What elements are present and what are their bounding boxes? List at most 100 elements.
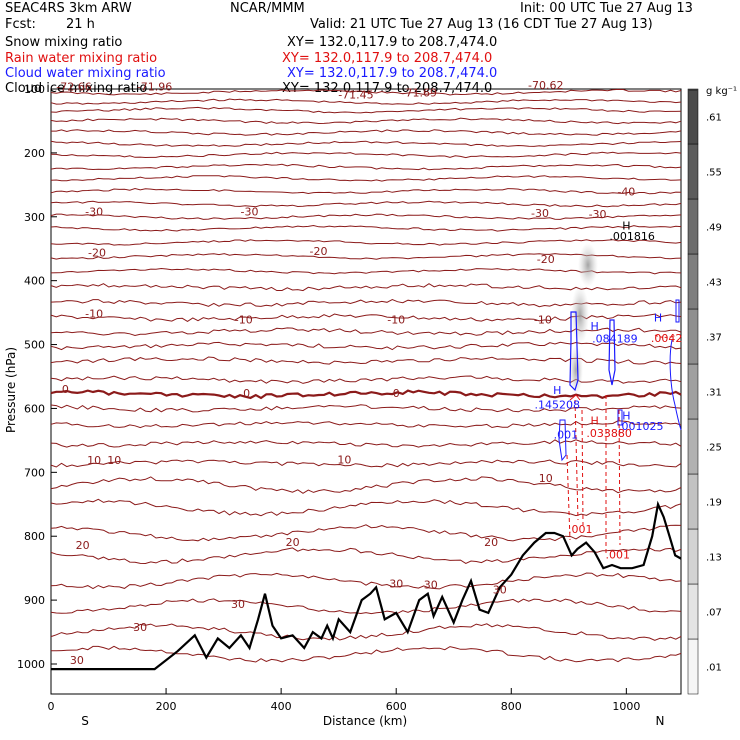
temperature-contour (51, 129, 682, 136)
temperature-contour (50, 341, 682, 351)
cloud-water-contour (608, 319, 616, 386)
temperature-label: 30 (493, 584, 507, 597)
temperature-label: 10 (87, 454, 101, 467)
temperature-label: -20 (88, 246, 106, 259)
temperature-label: -20 (310, 245, 328, 258)
temperature-label: 30 (424, 579, 438, 592)
temperature-label: 0 (393, 387, 400, 400)
cloud-water-contour (617, 409, 623, 426)
rain-label: .001 (568, 523, 593, 536)
cloud-water-contour (669, 339, 682, 431)
y-axis-title: Pressure (hPa) (4, 347, 18, 433)
colorbar-swatch (687, 88, 699, 145)
temperature-contour (50, 224, 682, 232)
cloud-ice-label: H (622, 220, 630, 233)
temperature-contour (50, 98, 682, 105)
y-tick-label: 100 (24, 83, 45, 96)
temperature-contour (50, 459, 682, 468)
cloud-water-label: .084189 (592, 333, 638, 346)
temperature-label: -70.62 (528, 79, 563, 92)
rain-contour (569, 394, 581, 401)
cloud-water-contour (569, 311, 579, 392)
contour-labels: -72.66 -71.96 -71.45 -71.69 -70.62 -40 -30 -30 -… (56, 79, 682, 667)
valid-time: Valid: 21 UTC Tue 27 Aug 13 (16 CDT Tue … (310, 17, 653, 32)
temperature-label: -10 (235, 313, 253, 326)
colorbar-tick-label: .55 (706, 168, 722, 179)
temperature-contour (50, 88, 682, 96)
terrain-profile (51, 500, 682, 671)
temperature-contour (50, 151, 682, 159)
temperature-contour (50, 267, 682, 275)
temperature-contour (50, 375, 682, 384)
cloud-water-contours (558, 299, 682, 462)
temperature-label: 0 (62, 383, 69, 396)
colorbar-tick-label: .61 (706, 113, 722, 124)
colorbar-swatch (687, 528, 699, 585)
temperature-label: 10 (337, 453, 351, 466)
temperature-label: -40 (617, 186, 635, 199)
temperature-contour (50, 498, 682, 517)
temperature-label: 20 (76, 539, 90, 552)
x-tick-label: 800 (501, 700, 522, 713)
temperature-label: 10 (107, 454, 121, 467)
temperature-label: -71.45 (338, 89, 373, 102)
cloud-ice-label: .001816 (609, 230, 655, 243)
plot-area (50, 88, 682, 695)
colorbar-swatch (687, 253, 699, 310)
snow-plume (569, 345, 583, 395)
colorbar-tick-label: .13 (706, 553, 722, 564)
temperature-contour (50, 213, 682, 220)
y-tick-label: 600 (24, 402, 45, 415)
terrain-line (51, 500, 682, 671)
temperature-contour (50, 253, 682, 260)
organization: NCAR/MMM (230, 1, 305, 16)
colorbar-tick-label: .43 (706, 278, 722, 289)
colorbar-tick-label: .49 (706, 223, 722, 234)
temperature-label: 30 (389, 577, 403, 590)
field-xy-rain: XY= 132.0,117.9 to 208.7,474.0 (282, 51, 493, 66)
temperature-contour (50, 404, 682, 413)
colorbar-tick-label: .01 (706, 663, 722, 674)
temperature-contour (50, 572, 682, 590)
colorbar-swatch (687, 638, 699, 695)
temperature-label: -10 (387, 313, 405, 326)
rain-label: .0042 (651, 332, 683, 345)
temperature-contour (50, 163, 682, 171)
init-time: Init: 00 UTC Tue 27 Aug 13 (520, 1, 693, 16)
x-tick-label: 600 (386, 700, 407, 713)
temperature-label: -30 (85, 206, 103, 219)
colorbar-cap (688, 89, 698, 91)
temperature-contour (51, 645, 682, 663)
temperature-label: -71.69 (401, 87, 436, 100)
x-axis: 0 200 400 600 800 1000 (48, 688, 640, 713)
temperature-contour (50, 598, 682, 615)
cloud-water-contour (558, 419, 567, 462)
snow-plume (578, 243, 598, 287)
temperature-contour (50, 140, 682, 147)
y-tick-label: 300 (24, 211, 45, 224)
x-axis-north-label: N (656, 714, 665, 728)
colorbar-swatch (687, 143, 699, 200)
temperature-label: -10 (534, 313, 552, 326)
temperature-contour (50, 117, 682, 125)
temperature-contour (50, 524, 682, 542)
temperature-contour (50, 187, 682, 195)
field-name-snow: Snow mixing ratio (5, 35, 123, 50)
forecast-value: 21 h (66, 17, 95, 32)
colorbar-swatch (687, 418, 699, 475)
rain-contour (654, 334, 676, 338)
temperature-label: -72.66 (56, 80, 91, 93)
temperature-contour (50, 106, 682, 114)
forecast-label: Fcst: (5, 17, 36, 32)
temperature-contour (50, 439, 682, 448)
temperature-label: 20 (484, 536, 498, 549)
colorbar-swatch (687, 308, 699, 365)
rain-label: .001 (605, 549, 630, 562)
temperature-contour (50, 389, 682, 400)
temperature-contour (50, 476, 682, 494)
cloud-water-label: H (622, 409, 630, 422)
temperature-label: 20 (286, 536, 300, 549)
temperature-contour (50, 175, 682, 182)
cloud-water-label: H (654, 312, 662, 325)
